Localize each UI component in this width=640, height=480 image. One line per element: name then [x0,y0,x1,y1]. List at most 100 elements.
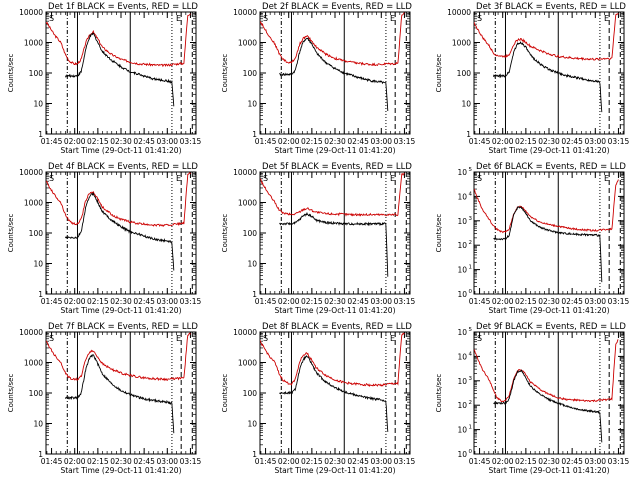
y-tick-label: 10 [457,192,467,201]
x-tick-label: 02:15 [87,457,109,466]
x-tick-label: 02:45 [347,457,369,466]
x-tick-label: 02:00 [64,297,86,306]
chart-title: Det 8f BLACK = Events, RED = LLD [262,322,412,332]
plot-frame [45,171,197,295]
x-tick-label: 02:30 [110,137,132,146]
x-axis-label: Start Time (29-Oct-11 01:41:20) [488,146,609,155]
x-tick-label: 01:45 [469,457,491,466]
start-marker-label: S [477,174,482,183]
x-axis-label: Start Time (29-Oct-11 01:41:20) [488,306,609,315]
y-tick-label: 10 [33,260,43,269]
x-tick-label: 03:15 [394,457,416,466]
lld-series-line [474,179,619,234]
y-tick-label: 10000 [233,8,257,17]
x-tick-label: 01:45 [255,137,277,146]
start-marker-label: S [49,14,54,23]
plot-frame [473,11,625,135]
x-axis-label: Start Time (29-Oct-11 01:41:20) [274,146,395,155]
x-tick-label: 02:45 [347,297,369,306]
x-tick-label: 02:45 [133,457,155,466]
y-tick-label: 10000 [233,168,257,177]
x-tick-label: 03:15 [394,297,416,306]
y-tick-label: 10 [247,420,257,429]
x-tick-label: 02:15 [87,297,109,306]
y-tick-label: 1000 [24,39,43,48]
x-tick-label: 02:45 [561,457,583,466]
y-tick-label: 1 [38,290,43,299]
start-marker-label: S [49,174,54,183]
y-tick-label: 10 [457,168,467,177]
chart-panel-6: Det 6f BLACK = Events, RED = LLD Counts/s… [435,162,629,315]
start-marker-label: S [477,14,482,23]
x-tick-label: 02:30 [324,297,346,306]
chart-title: Det 5f BLACK = Events, RED = LLD [262,162,412,172]
end-marker-label: E [390,334,395,343]
lld-series-line [260,172,405,217]
events-series-line [64,354,175,434]
y-axis-label: Counts/sec [435,54,443,93]
x-tick-label: 03:15 [608,137,630,146]
events-series-line [279,37,389,112]
x-axis-label: Start Time (29-Oct-11 01:41:20) [60,306,181,315]
y-tick-exponent: 4 [469,351,473,357]
y-tick-exponent: 0 [469,289,473,295]
y-tick-label: 10 [457,352,467,361]
end-marker-label: E [604,334,609,343]
chart-title: Det 2f BLACK = Events, RED = LLD [262,2,412,12]
x-tick-label: 02:30 [110,297,132,306]
chart-panel-1: Det 1f BLACK = Events, RED = LLD Counts/s… [7,2,201,155]
x-tick-label: 01:45 [255,297,277,306]
y-axis-label: Counts/sec [435,374,443,413]
x-axis-label: Start Time (29-Oct-11 01:41:20) [60,146,181,155]
y-axis-label: Counts/sec [7,54,15,93]
y-tick-label: 10000 [447,8,471,17]
chart-title: Det 3f BLACK = Events, RED = LLD [476,2,626,12]
plot-frame [45,331,197,455]
x-tick-label: 02:30 [538,297,560,306]
y-tick-exponent: 4 [469,191,473,197]
x-tick-label: 03:15 [608,297,630,306]
plot-frame [259,11,411,135]
x-tick-label: 02:30 [324,137,346,146]
x-axis-label: Start Time (29-Oct-11 01:41:20) [274,306,395,315]
y-tick-label: 100 [243,389,258,398]
y-axis-label: Counts/sec [221,54,229,93]
x-tick-label: 01:45 [469,297,491,306]
x-tick-label: 02:00 [492,297,514,306]
x-tick-label: 03:00 [156,297,178,306]
x-tick-label: 02:45 [133,137,155,146]
chart-panel-2: Det 2f BLACK = Events, RED = LLD Counts/s… [221,2,415,155]
x-tick-label: 02:00 [64,457,86,466]
y-tick-label: 10000 [233,328,257,337]
end-marker-label: E [604,14,609,23]
end-marker-label: E [390,14,395,23]
y-tick-label: 1000 [24,199,43,208]
x-axis-label: Start Time (29-Oct-11 01:41:20) [488,466,609,475]
y-axis-label: Counts/sec [7,374,15,413]
lld-series-line [474,13,619,61]
x-tick-label: 03:15 [180,457,202,466]
y-tick-label: 1 [252,130,257,139]
y-tick-label: 10 [457,450,467,459]
x-tick-label: 02:15 [301,137,323,146]
x-tick-label: 03:15 [180,297,202,306]
x-tick-label: 02:45 [347,137,369,146]
y-tick-label: 100 [243,229,258,238]
y-tick-label: 10 [457,377,467,386]
start-marker-label: S [49,334,54,343]
x-tick-label: 02:45 [561,297,583,306]
y-tick-label: 10 [457,290,467,299]
x-tick-label: 01:45 [469,137,491,146]
events-series-line [493,206,603,283]
y-axis-label: Counts/sec [221,214,229,253]
y-tick-exponent: 5 [469,167,473,173]
events-series-line [493,369,603,443]
x-tick-label: 03:15 [394,137,416,146]
events-series-line [492,41,603,113]
x-tick-label: 01:45 [41,137,63,146]
y-tick-label: 1 [38,450,43,459]
events-series-line [279,355,389,432]
y-tick-label: 10 [33,100,43,109]
y-tick-label: 10 [247,260,257,269]
chart-panel-8: Det 8f BLACK = Events, RED = LLD Counts/s… [221,322,415,475]
